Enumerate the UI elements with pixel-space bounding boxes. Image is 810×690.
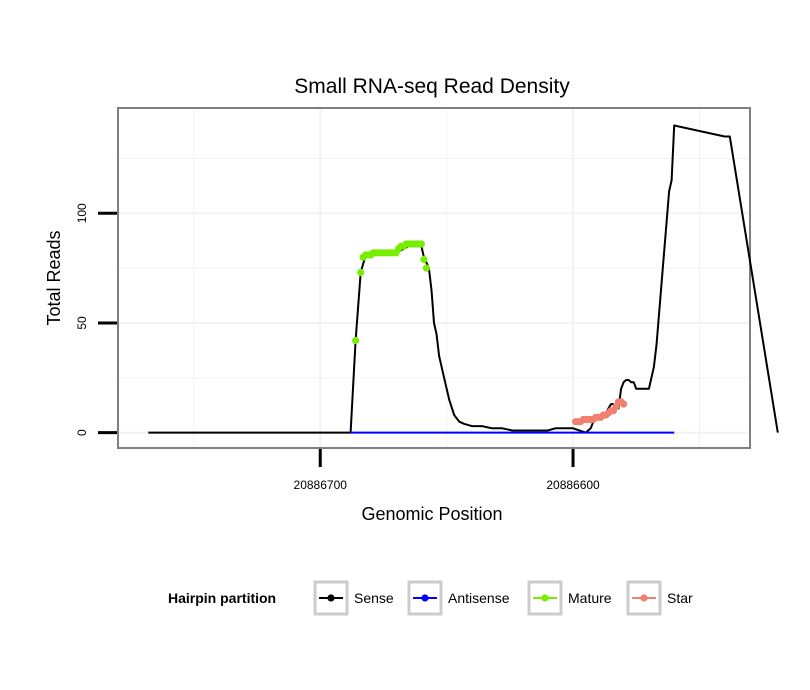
- legend-key-point: [541, 594, 549, 602]
- y-axis: 0 50 100: [75, 203, 117, 436]
- legend-item-mature: Mature: [527, 580, 612, 616]
- data-point-star: [620, 400, 628, 408]
- legend-label: Star: [667, 590, 693, 606]
- y-axis-title: Total Reads: [44, 230, 64, 325]
- legend-label: Sense: [354, 590, 394, 606]
- series-layer: [148, 124, 779, 434]
- x-tick-label: 20886700: [294, 478, 348, 492]
- data-point-mature: [422, 264, 430, 272]
- legend-key-point: [421, 594, 429, 602]
- x-axis: 20886700 20886600: [294, 449, 600, 492]
- legend-item-antisense: Antisense: [407, 580, 510, 616]
- x-axis-title: Genomic Position: [361, 504, 502, 524]
- data-point-mature: [357, 268, 365, 277]
- legend-key-point: [640, 594, 648, 602]
- series-line-sense: [148, 124, 779, 434]
- legend-item-sense: Sense: [313, 580, 394, 616]
- legend-item-star: Star: [626, 580, 693, 616]
- x-tick-label: 20886600: [546, 478, 600, 492]
- legend: Hairpin partition Sense Antisense Mature St…: [168, 580, 693, 616]
- data-point-mature: [352, 336, 360, 345]
- legend-key-point: [327, 594, 335, 602]
- data-point-mature: [420, 255, 428, 263]
- y-tick-label: 50: [75, 316, 89, 330]
- legend-label: Mature: [568, 590, 612, 606]
- grid-lines: [118, 108, 750, 448]
- legend-title: Hairpin partition: [168, 590, 276, 606]
- series-points-star: [572, 398, 628, 426]
- y-tick-label: 0: [75, 429, 89, 436]
- chart-title: Small RNA-seq Read Density: [294, 75, 570, 98]
- legend-label: Antisense: [448, 590, 510, 606]
- plot-panel-border: [117, 107, 751, 449]
- data-point-mature: [417, 240, 425, 248]
- y-tick-label: 100: [75, 203, 89, 223]
- series-points-mature: [352, 240, 430, 345]
